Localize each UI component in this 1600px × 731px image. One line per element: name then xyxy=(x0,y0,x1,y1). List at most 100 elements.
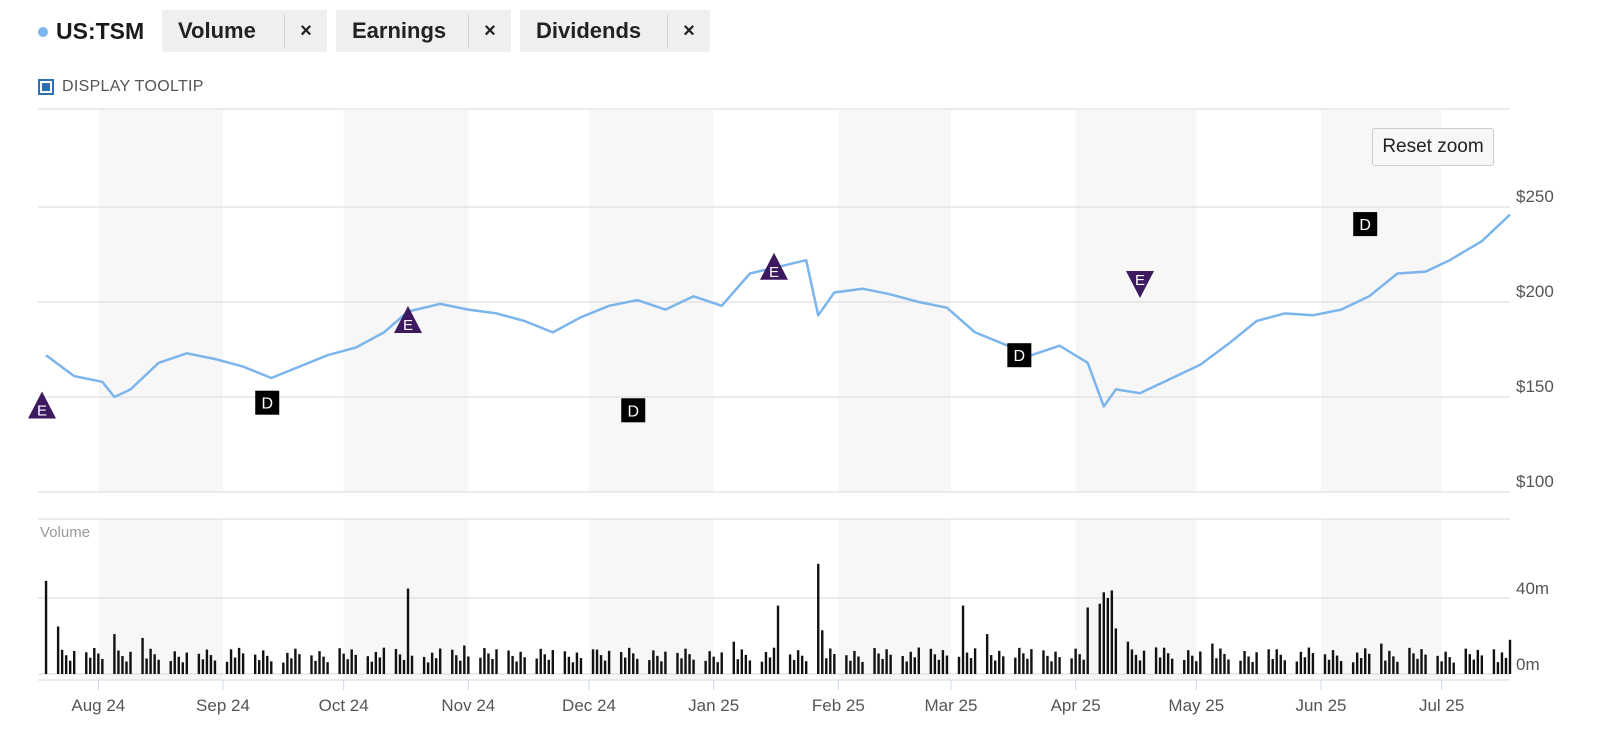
volume-bar xyxy=(684,648,687,674)
volume-bar xyxy=(1046,655,1049,674)
volume-bar xyxy=(44,580,48,674)
display-tooltip-toggle[interactable]: DISPLAY TOOLTIP xyxy=(38,78,204,96)
volume-bar xyxy=(1170,658,1174,674)
volume-bar xyxy=(913,657,916,674)
volume-bar xyxy=(262,650,265,674)
volume-bar xyxy=(406,588,410,674)
ticker-label: US:TSM xyxy=(38,18,144,45)
volume-bar xyxy=(149,648,152,674)
volume-bar xyxy=(515,661,518,674)
volume-bar xyxy=(270,661,273,674)
remove-volume-button[interactable]: × xyxy=(300,19,312,42)
volume-bar xyxy=(430,652,434,674)
price-pane-band xyxy=(98,110,224,492)
price-tick-label: $100 xyxy=(1516,472,1554,491)
volume-bar xyxy=(233,657,237,674)
volume-bar xyxy=(1251,661,1254,674)
volume-bar xyxy=(1070,658,1073,674)
volume-bar xyxy=(595,649,599,674)
volume-bar xyxy=(173,651,176,674)
volume-bar xyxy=(599,655,603,674)
reset-zoom-button[interactable]: Reset zoom xyxy=(1372,128,1494,166)
ticker-text: US:TSM xyxy=(56,18,145,44)
volume-bar xyxy=(1416,658,1419,674)
volume-bar xyxy=(1114,628,1118,674)
volume-bar xyxy=(712,656,715,674)
volume-bar xyxy=(483,648,486,674)
volume-bar xyxy=(937,659,941,674)
volume-bar xyxy=(985,634,989,674)
dividend-marker xyxy=(255,390,280,415)
volume-pane-band xyxy=(343,519,469,680)
volume-bar xyxy=(1339,661,1343,674)
volume-bar xyxy=(1014,657,1017,674)
volume-bar xyxy=(434,658,438,674)
chip-earnings: Earnings × xyxy=(336,10,511,52)
volume-bar xyxy=(93,648,96,674)
volume-bar xyxy=(708,651,711,674)
volume-bar xyxy=(579,658,583,674)
volume-bar xyxy=(266,655,269,674)
x-tick-label: Feb 25 xyxy=(812,696,865,715)
volume-bar xyxy=(1130,649,1134,674)
volume-bar xyxy=(1444,651,1447,674)
volume-bar xyxy=(539,648,542,674)
volume-bar xyxy=(181,662,184,674)
volume-bar xyxy=(1275,649,1278,674)
earnings-marker xyxy=(760,252,788,280)
volume-bar xyxy=(817,563,820,674)
volume-bar xyxy=(740,649,744,674)
volume-bar xyxy=(1102,592,1105,674)
volume-bar xyxy=(121,656,124,674)
volume-bar xyxy=(286,652,289,674)
volume-bar xyxy=(1162,647,1166,674)
volume-bar xyxy=(1138,660,1142,674)
volume-bar xyxy=(567,656,571,674)
earnings-marker-label: E xyxy=(1135,272,1145,289)
volume-bar xyxy=(72,651,76,674)
volume-bar xyxy=(253,654,257,674)
volume-bar xyxy=(1388,650,1391,674)
volume-bar xyxy=(688,654,691,674)
volume-bar xyxy=(965,652,969,674)
x-tick-label: Jan 25 xyxy=(688,696,739,715)
volume-bar xyxy=(680,658,683,674)
chip-volume-label: Volume xyxy=(178,18,256,43)
volume-bar xyxy=(1191,655,1194,674)
price-tick-label: $150 xyxy=(1516,377,1554,396)
volume-bar xyxy=(141,637,144,674)
volume-tick-label: 0m xyxy=(1516,655,1540,674)
volume-bar xyxy=(788,654,792,674)
volume-bar xyxy=(1504,657,1508,674)
volume-bar xyxy=(1042,650,1045,674)
remove-dividends-button[interactable]: × xyxy=(683,19,695,42)
display-tooltip-checkbox[interactable] xyxy=(38,79,54,95)
volume-bar xyxy=(1074,648,1077,674)
volume-bar xyxy=(885,649,888,674)
volume-bar xyxy=(648,660,651,674)
volume-bar xyxy=(957,656,961,674)
series-color-dot xyxy=(38,26,48,37)
volume-bar xyxy=(1219,648,1222,674)
volume-bar xyxy=(350,649,353,674)
volume-bar xyxy=(1110,590,1114,674)
chip-dividends: Dividends × xyxy=(520,10,710,52)
volume-bar xyxy=(318,651,321,674)
price-pane-band xyxy=(838,110,951,492)
volume-bar xyxy=(451,649,454,674)
dividend-marker xyxy=(621,398,646,423)
volume-bar xyxy=(889,654,892,674)
volume-bar xyxy=(732,641,735,674)
volume-bar xyxy=(282,662,285,674)
volume-bar xyxy=(491,658,494,674)
volume-bar xyxy=(945,655,949,674)
volume-bar xyxy=(1408,647,1411,674)
volume-bar xyxy=(177,656,180,674)
remove-earnings-button[interactable]: × xyxy=(484,19,496,42)
volume-bar xyxy=(382,647,386,674)
volume-bar xyxy=(1364,648,1367,674)
volume-bar xyxy=(1195,661,1198,674)
volume-bar xyxy=(917,647,920,674)
volume-bar xyxy=(1412,653,1415,674)
